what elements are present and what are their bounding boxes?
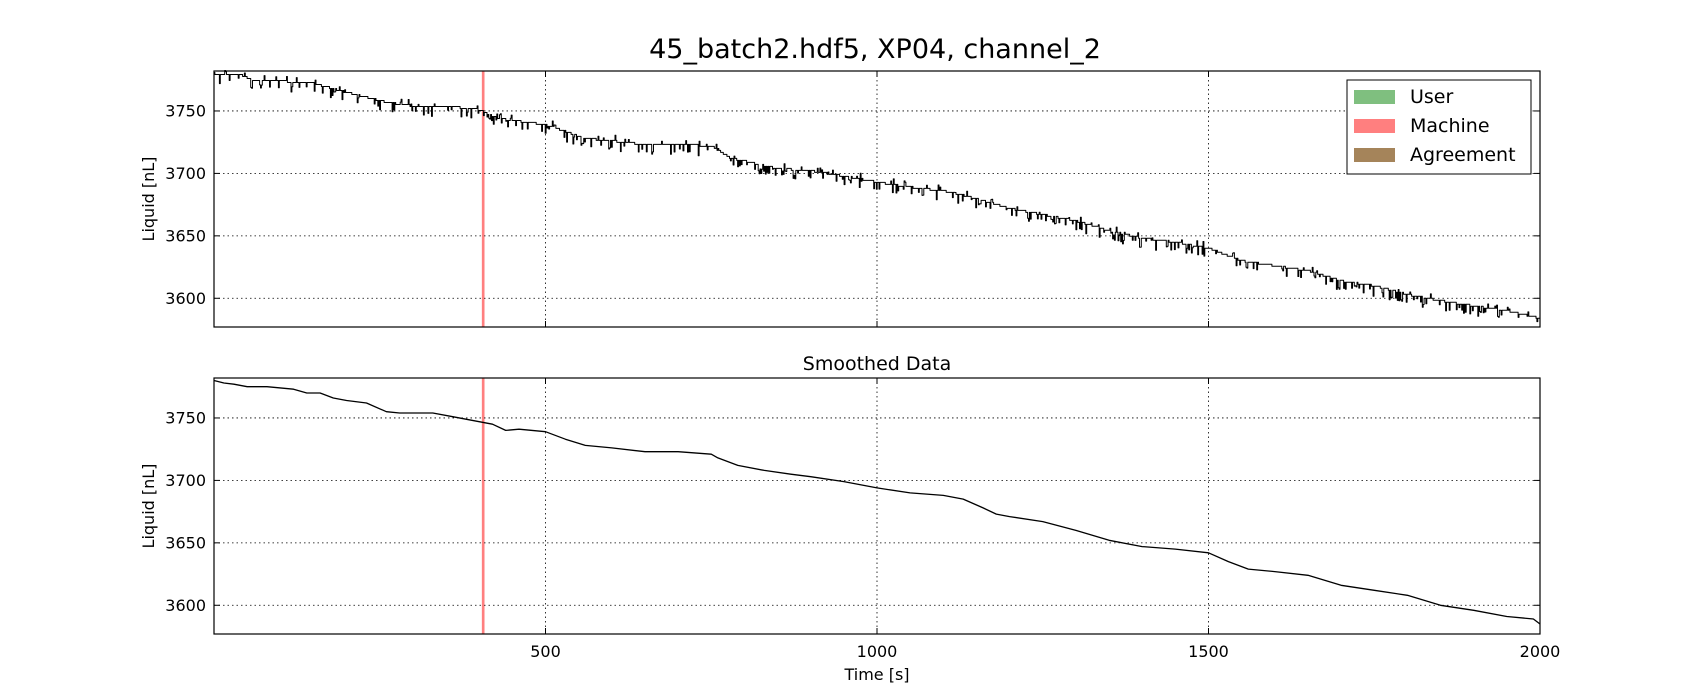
- subplot-title: Smoothed Data: [803, 353, 951, 375]
- machine-span-0: [481, 71, 485, 327]
- legend-label-machine: Machine: [1410, 115, 1490, 137]
- legend-label-user: User: [1410, 86, 1453, 108]
- machine-span-0: [481, 378, 485, 634]
- y-tick-label: 3750: [165, 408, 206, 427]
- y-axis-label: Liquid [nL]: [139, 464, 158, 549]
- data-series-line-0: [214, 70, 1540, 323]
- x-tick-label: 2000: [1520, 642, 1561, 661]
- legend-label-agreement: Agreement: [1410, 144, 1516, 166]
- y-tick-label: 3700: [165, 164, 206, 183]
- figure-title: 45_batch2.hdf5, XP04, channel_2: [649, 34, 1101, 65]
- x-axis-label: Time [s]: [843, 665, 909, 684]
- y-tick-label: 3750: [165, 101, 206, 120]
- y-tick-label: 3650: [165, 533, 206, 552]
- data-series-line-0: [213, 379, 1541, 625]
- legend: User Machine Agreement: [1346, 79, 1532, 175]
- y-tick-label: 3700: [165, 471, 206, 490]
- y-tick-label: 3600: [165, 596, 206, 615]
- legend-swatch-user: [1354, 90, 1395, 104]
- y-tick-label: 3600: [165, 289, 206, 308]
- top-chart-axes: 3600 3650 3700 3750 Liquid [nL] User Machine Ag…: [139, 70, 1541, 328]
- x-tick-label: 1000: [857, 642, 898, 661]
- x-tick-label: 1500: [1188, 642, 1229, 661]
- y-axis-label: Liquid [nL]: [139, 157, 158, 242]
- axes-frame: [213, 377, 1541, 635]
- legend-swatch-agreement: [1354, 148, 1395, 162]
- smoothed-chart-axes: 3600 3650 3700 3750 500 1000 1500 2000 Liquid [n…: [139, 353, 1560, 684]
- x-tick-label: 500: [530, 642, 561, 661]
- legend-swatch-machine: [1354, 119, 1395, 133]
- y-tick-label: 3650: [165, 226, 206, 245]
